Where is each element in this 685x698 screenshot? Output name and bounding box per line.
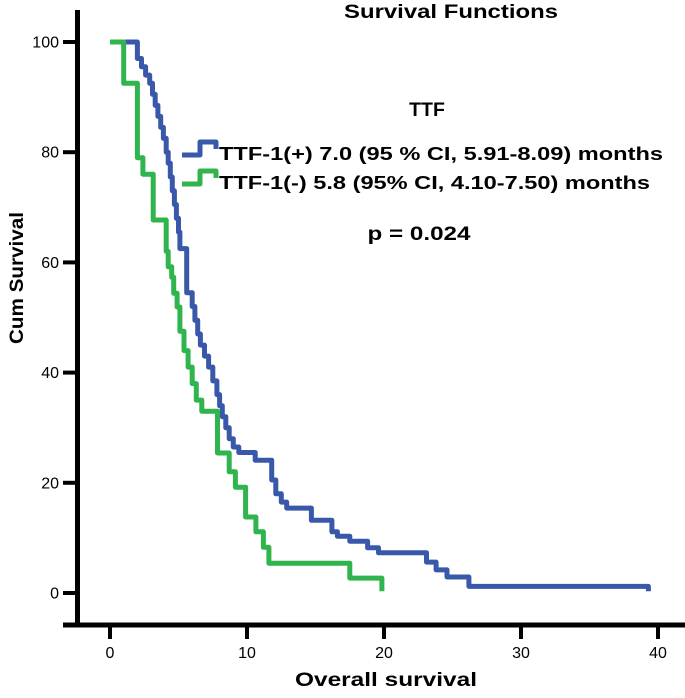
x-tick-label: 0: [106, 645, 115, 662]
x-tick-label: 20: [375, 645, 393, 662]
legend: TTF TTF-1(+) 7.0 (95 % CI, 5.91-8.09) mo…: [182, 99, 663, 245]
x-tick-label: 10: [238, 645, 256, 662]
y-tick-label: 40: [41, 365, 59, 382]
y-axis-title: Cum Survival: [6, 212, 28, 344]
y-tick-label: 0: [50, 586, 59, 603]
legend-key-ttf-positive-icon: [182, 139, 219, 158]
legend-title: TTF: [409, 99, 445, 121]
axes: 0 20 40 60 80 100 0 10 20 30 40: [32, 10, 685, 662]
y-axis-ticks: 0 20 40 60 80 100: [32, 35, 77, 603]
legend-label-ttf-positive: TTF-1(+) 7.0 (95 % CI, 5.91-8.09) months: [219, 143, 663, 164]
legend-item-ttf-positive: TTF-1(+) 7.0 (95 % CI, 5.91-8.09) months: [182, 139, 663, 164]
legend-item-ttf-negative: TTF-1(-) 5.8 (95% CI, 4.10-7.50) months: [182, 168, 650, 193]
curves: [110, 39, 651, 592]
x-axis-title: Overall survival: [295, 669, 477, 691]
y-tick-label: 100: [32, 35, 59, 52]
ttf-positive-survival-curve: [125, 39, 651, 592]
legend-key-ttf-negative-icon: [182, 168, 219, 187]
y-tick-label: 80: [41, 145, 59, 162]
x-tick-label: 40: [649, 645, 667, 662]
x-tick-label: 30: [512, 645, 530, 662]
p-value-label: p = 0.024: [368, 223, 471, 245]
y-tick-label: 60: [41, 255, 59, 272]
ttf-negative-survival-curve: [110, 39, 385, 592]
x-axis-ticks: 0 10 20 30 40: [106, 627, 667, 662]
legend-label-ttf-negative: TTF-1(-) 5.8 (95% CI, 4.10-7.50) months: [219, 172, 650, 193]
chart-title: Survival Functions: [344, 1, 558, 23]
y-tick-label: 20: [41, 475, 59, 492]
